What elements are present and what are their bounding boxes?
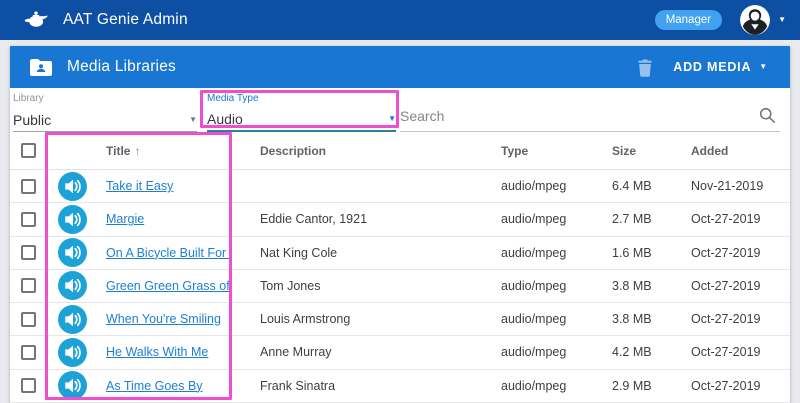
table-row: Take it Easy audio/mpeg 6.4 MB Nov-21-20… bbox=[10, 170, 790, 204]
media-type: audio/mpeg bbox=[501, 378, 567, 393]
page-title: Media Libraries bbox=[67, 58, 176, 75]
row-checkbox[interactable] bbox=[20, 211, 36, 227]
media-type: audio/mpeg bbox=[501, 345, 567, 360]
media-title-link[interactable]: Margie bbox=[106, 212, 145, 227]
row-checkbox[interactable] bbox=[20, 278, 36, 294]
media-size: 2.7 MB bbox=[612, 212, 652, 227]
media-added-date: Oct-27-2019 bbox=[691, 345, 761, 360]
search-field bbox=[400, 93, 780, 132]
sort-ascending-icon: ↑ bbox=[134, 143, 141, 158]
media-size: 6.4 MB bbox=[612, 179, 652, 194]
library-select[interactable]: Library Public ▼ bbox=[13, 93, 197, 132]
table-row: He Walks With Me Anne Murray audio/mpeg … bbox=[10, 336, 790, 370]
add-media-button[interactable]: ADD MEDIA ▼ bbox=[673, 60, 768, 74]
audio-speaker-icon[interactable] bbox=[46, 238, 98, 268]
media-title-link[interactable]: He Walks With Me bbox=[106, 345, 209, 360]
media-title-link[interactable]: Take it Easy bbox=[106, 179, 174, 194]
audio-speaker-icon[interactable] bbox=[46, 271, 98, 301]
media-table-body: Take it Easy audio/mpeg 6.4 MB Nov-21-20… bbox=[10, 170, 790, 403]
row-checkbox[interactable] bbox=[20, 344, 36, 360]
row-checkbox[interactable] bbox=[20, 311, 36, 327]
media-size: 3.8 MB bbox=[612, 312, 652, 327]
column-header-type[interactable]: Type bbox=[501, 143, 529, 158]
media-description: Tom Jones bbox=[260, 278, 321, 293]
row-checkbox[interactable] bbox=[20, 245, 36, 261]
media-added-date: Nov-21-2019 bbox=[691, 179, 764, 194]
top-app-bar: AAT Genie Admin Manager ▼ bbox=[0, 0, 800, 40]
media-type-caret-icon: ▼ bbox=[388, 114, 396, 123]
media-title-link[interactable]: When You're Smiling bbox=[106, 312, 221, 327]
media-description: Nat King Cole bbox=[260, 245, 338, 260]
media-type: audio/mpeg bbox=[501, 312, 567, 327]
media-description: Louis Armstrong bbox=[260, 312, 351, 327]
media-size: 2.9 MB bbox=[612, 378, 652, 393]
library-value: Public bbox=[13, 112, 52, 128]
media-library-icon bbox=[30, 58, 52, 76]
account-menu-caret-icon[interactable]: ▼ bbox=[778, 15, 786, 24]
media-type-value: Audio bbox=[207, 111, 243, 127]
column-header-size[interactable]: Size bbox=[612, 143, 637, 158]
filter-bar: Library Public ▼ Media Type Audio ▼ bbox=[10, 88, 790, 132]
table-header-row: Title ↑ Description Type Size Added bbox=[10, 132, 790, 170]
media-added-date: Oct-27-2019 bbox=[691, 312, 761, 327]
table-row: As Time Goes By Frank Sinatra audio/mpeg… bbox=[10, 370, 790, 403]
section-header: Media Libraries ADD MEDIA ▼ bbox=[10, 46, 790, 88]
table-row: Green Green Grass of Home Tom Jones audi… bbox=[10, 270, 790, 304]
select-all-checkbox[interactable] bbox=[20, 143, 36, 158]
column-header-description[interactable]: Description bbox=[260, 143, 327, 158]
search-input[interactable] bbox=[400, 108, 758, 130]
audio-speaker-icon[interactable] bbox=[46, 371, 98, 401]
row-checkbox[interactable] bbox=[20, 178, 36, 194]
search-icon[interactable] bbox=[758, 106, 780, 130]
media-type: audio/mpeg bbox=[501, 245, 567, 260]
media-type-label: Media Type bbox=[207, 93, 259, 104]
media-description: Eddie Cantor, 1921 bbox=[260, 212, 368, 227]
table-row: When You're Smiling Louis Armstrong audi… bbox=[10, 303, 790, 337]
media-added-date: Oct-27-2019 bbox=[691, 278, 761, 293]
media-title-link[interactable]: As Time Goes By bbox=[106, 378, 203, 393]
manager-button[interactable]: Manager bbox=[654, 10, 723, 30]
media-title-link[interactable]: Green Green Grass of Home bbox=[106, 278, 230, 293]
media-type: audio/mpeg bbox=[501, 179, 567, 194]
media-description: Anne Murray bbox=[260, 345, 332, 360]
library-label: Library bbox=[13, 93, 44, 104]
media-added-date: Oct-27-2019 bbox=[691, 378, 761, 393]
table-row: Margie Eddie Cantor, 1921 audio/mpeg 2.7… bbox=[10, 203, 790, 237]
table-row: On A Bicycle Built For Two Nat King Cole… bbox=[10, 237, 790, 270]
media-added-date: Oct-27-2019 bbox=[691, 212, 761, 227]
audio-speaker-icon[interactable] bbox=[46, 304, 98, 334]
app-title: AAT Genie Admin bbox=[63, 11, 188, 28]
media-libraries-card: Media Libraries ADD MEDIA ▼ Library Publ… bbox=[10, 46, 790, 403]
audio-speaker-icon[interactable] bbox=[46, 204, 98, 234]
column-header-title[interactable]: Title ↑ bbox=[106, 143, 141, 158]
media-added-date: Oct-27-2019 bbox=[691, 245, 761, 260]
genie-lamp-icon bbox=[22, 11, 49, 30]
row-checkbox[interactable] bbox=[20, 378, 36, 394]
library-caret-icon: ▼ bbox=[189, 115, 197, 124]
media-size: 4.2 MB bbox=[612, 345, 652, 360]
media-size: 1.6 MB bbox=[612, 245, 652, 260]
media-description: Frank Sinatra bbox=[260, 378, 336, 393]
audio-speaker-icon[interactable] bbox=[46, 171, 98, 201]
delete-button[interactable] bbox=[637, 58, 653, 77]
media-type: audio/mpeg bbox=[501, 212, 567, 227]
user-avatar[interactable] bbox=[740, 5, 771, 35]
add-media-label: ADD MEDIA bbox=[673, 60, 752, 74]
media-size: 3.8 MB bbox=[612, 278, 652, 293]
media-type-select[interactable]: Media Type Audio ▼ bbox=[207, 93, 396, 132]
media-type: audio/mpeg bbox=[501, 278, 567, 293]
media-title-link[interactable]: On A Bicycle Built For Two bbox=[106, 245, 230, 260]
audio-speaker-icon[interactable] bbox=[46, 337, 98, 367]
add-media-caret-icon: ▼ bbox=[759, 62, 768, 71]
column-header-added[interactable]: Added bbox=[691, 143, 729, 158]
